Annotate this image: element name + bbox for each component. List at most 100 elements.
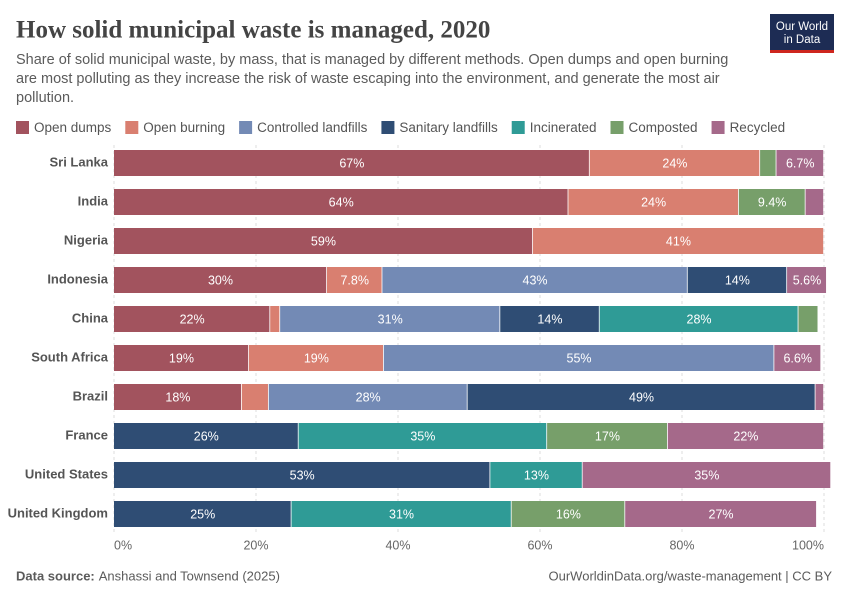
value-label: 13% (524, 468, 549, 482)
bar-segment (280, 306, 500, 332)
x-tick-label: 100% (792, 538, 824, 552)
y-tick-label: South Africa (31, 349, 109, 364)
value-label: 5.6% (793, 273, 822, 287)
value-label: 27% (709, 507, 734, 521)
y-tick-label: United States (25, 466, 108, 481)
value-label: 6.6% (783, 351, 812, 365)
value-label: 55% (567, 351, 592, 365)
y-tick-label: France (65, 427, 108, 442)
value-label: 28% (687, 312, 712, 326)
value-label: 22% (733, 429, 758, 443)
bar-segment (547, 423, 667, 449)
x-tick-label: 20% (243, 538, 268, 552)
bar-segment (268, 384, 467, 410)
y-tick-label: Brazil (73, 388, 108, 403)
bar-segment (687, 267, 787, 293)
value-label: 14% (725, 273, 750, 287)
y-tick-label: Sri Lanka (49, 154, 108, 169)
value-label: 24% (641, 195, 666, 209)
bar-segment (568, 189, 738, 215)
legend-swatch (381, 121, 395, 134)
legend-swatch (711, 121, 725, 134)
bar-segment (776, 150, 824, 176)
logo-box (770, 14, 834, 52)
y-tick-label: China (72, 310, 109, 325)
bar-segment (625, 501, 817, 527)
bar-segment (760, 150, 776, 176)
url[interactable]: OurWorldinData.org/waste-management | CC… (549, 568, 833, 583)
legend-label: Composted (629, 120, 698, 135)
bar-segment (500, 306, 599, 332)
bar-segment (298, 423, 547, 449)
legend-swatch (125, 121, 139, 134)
value-label: 64% (329, 195, 354, 209)
legend-label: Sanitary landfills (399, 120, 498, 135)
bar-segment (532, 228, 824, 254)
y-tick-label: India (78, 193, 109, 208)
x-tick-label: 80% (669, 538, 694, 552)
value-label: 19% (169, 351, 194, 365)
legend-label: Incinerated (530, 120, 597, 135)
legend-label: Controlled landfills (257, 120, 368, 135)
value-label: 31% (378, 312, 403, 326)
value-label: 14% (537, 312, 562, 326)
logo-text: Our World (776, 21, 828, 33)
x-tick-label: 60% (527, 538, 552, 552)
legend-swatch (610, 121, 624, 134)
bar-segment (582, 462, 831, 488)
value-label: 30% (208, 273, 233, 287)
bar-segment (667, 423, 824, 449)
bar-segment (774, 345, 821, 371)
bar-segment (738, 189, 805, 215)
value-label: 25% (190, 507, 215, 521)
bar-segment (114, 384, 241, 410)
legend-label: Open dumps (34, 120, 112, 135)
bar-segment (248, 345, 383, 371)
legend-swatch (239, 121, 253, 134)
chart-title: How solid municipal waste is managed, 20… (16, 17, 490, 44)
bar-segment (787, 267, 827, 293)
value-label: 9.4% (758, 195, 787, 209)
value-label: 31% (389, 507, 414, 521)
bar-segment (114, 501, 291, 527)
legend-swatch (16, 121, 29, 134)
bar-segment (114, 345, 249, 371)
value-label: 59% (311, 234, 336, 248)
bar-segment (382, 267, 687, 293)
value-label: 49% (629, 390, 654, 404)
value-label: 41% (666, 234, 691, 248)
bar-segment (815, 384, 824, 410)
value-label: 16% (556, 507, 581, 521)
bar-segment (589, 150, 760, 176)
value-label: 28% (356, 390, 381, 404)
legend-swatch (511, 121, 525, 134)
source: Anshassi and Townsend (2025) (99, 568, 280, 583)
value-label: 18% (165, 390, 190, 404)
bar-segment (114, 306, 270, 332)
bar-segment (114, 267, 327, 293)
value-label: 7.8% (340, 273, 369, 287)
bar-segment (114, 423, 298, 449)
bar-segment (511, 501, 625, 527)
value-label: 6.7% (786, 156, 815, 170)
legend-label: Recycled (730, 120, 786, 135)
value-label: 35% (694, 468, 719, 482)
value-label: 17% (595, 429, 620, 443)
bar-segment (798, 306, 818, 332)
bar-segment (467, 384, 815, 410)
source-label: Data source: (16, 568, 95, 583)
bar-segment (241, 384, 268, 410)
bar-segment (114, 462, 490, 488)
bar-segment (114, 228, 533, 254)
value-label: 35% (410, 429, 435, 443)
value-label: 26% (194, 429, 219, 443)
bar-segment (291, 501, 511, 527)
legend-label: Open burning (143, 120, 225, 135)
bar-segment (114, 150, 589, 176)
bar-segment (490, 462, 582, 488)
value-label: 43% (523, 273, 548, 287)
y-tick-label: Indonesia (47, 271, 108, 286)
value-label: 67% (339, 156, 364, 170)
